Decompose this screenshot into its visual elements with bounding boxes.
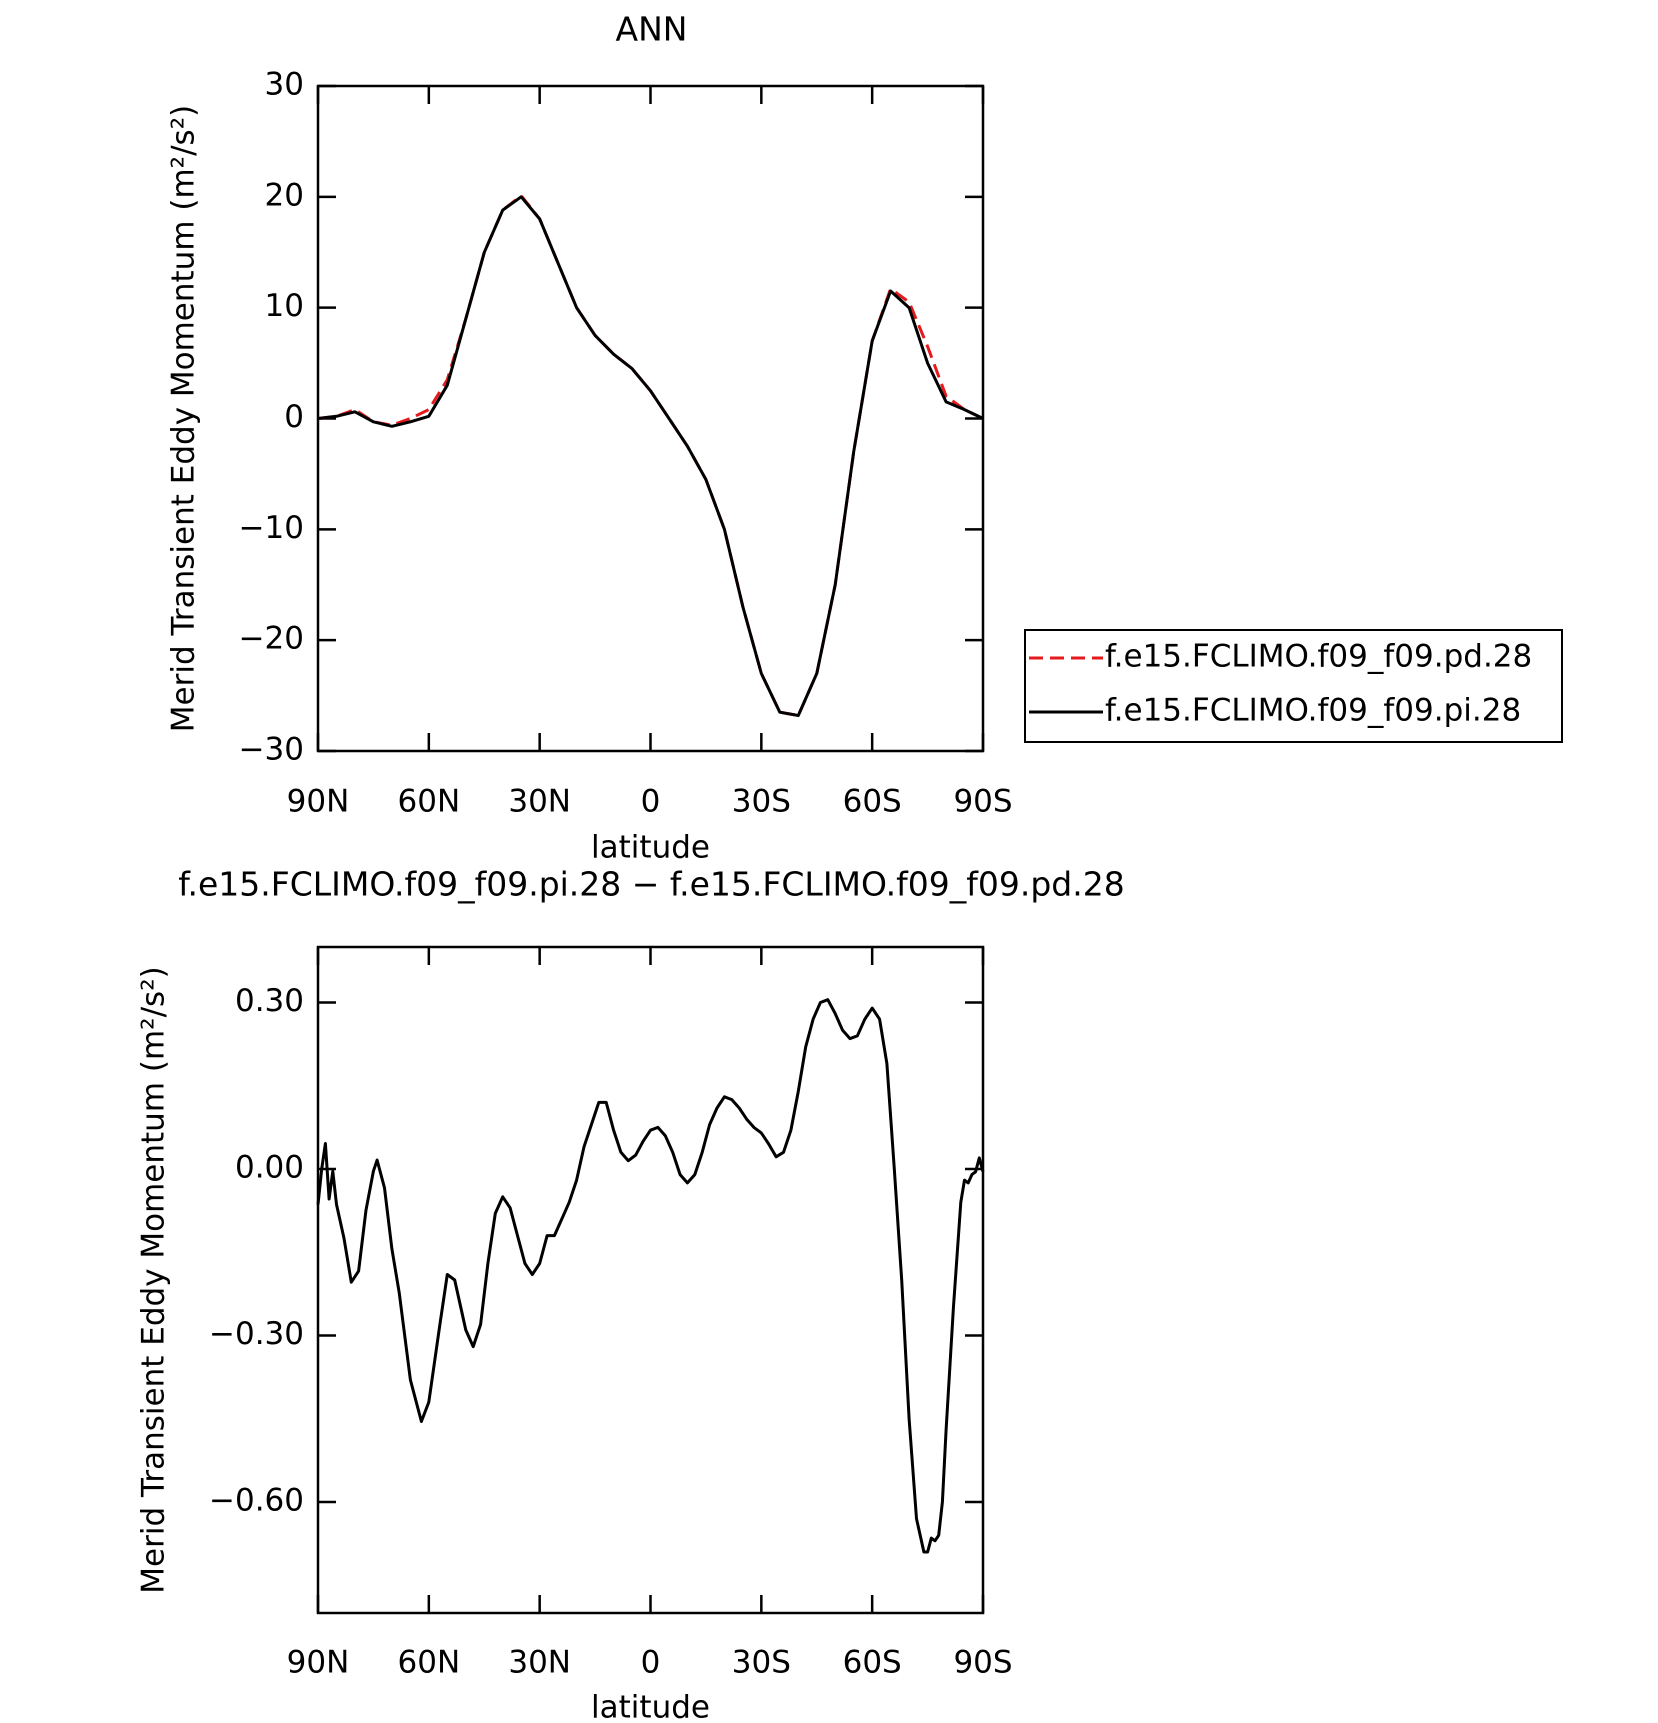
x-tick-label: 60N: [398, 784, 461, 820]
data-line: [316, 998, 985, 1554]
y-axis-label: Merid Transient Eddy Momentum (m²/s²): [136, 966, 172, 1593]
x-tick-label: 0: [641, 784, 661, 820]
x-tick-label: 60N: [398, 1645, 461, 1681]
x-axis-label: latitude: [591, 830, 710, 866]
x-tick-label: 60S: [843, 784, 902, 820]
x-tick-label: 30S: [732, 1645, 791, 1681]
y-tick-label: 20: [265, 177, 304, 213]
legend-label: f.e15.FCLIMO.f09_f09.pd.28: [1105, 639, 1532, 675]
y-tick-label: 30: [265, 67, 304, 103]
y-tick-label: −20: [239, 621, 304, 657]
plot-frame: [316, 945, 985, 1615]
x-tick-label: 0: [641, 1645, 661, 1681]
x-tick-label: 90N: [287, 1645, 350, 1681]
y-tick-label: −0.60: [209, 1483, 304, 1519]
y-tick-label: −0.30: [209, 1316, 304, 1352]
x-axis-label: latitude: [591, 1690, 710, 1720]
legend-label: f.e15.FCLIMO.f09_f09.pi.28: [1105, 693, 1521, 729]
y-tick-label: 0: [284, 399, 304, 435]
x-tick-label: 90N: [287, 784, 350, 820]
x-tick-label: 30S: [732, 784, 791, 820]
chart-title: ANN: [616, 10, 688, 49]
x-tick-label: 30N: [508, 1645, 571, 1681]
data-line: [317, 194, 984, 717]
y-axis-label: Merid Transient Eddy Momentum (m²/s²): [166, 105, 202, 732]
y-tick-label: 0.30: [235, 983, 304, 1019]
y-tick-label: −10: [239, 510, 304, 546]
x-tick-label: 30N: [508, 784, 571, 820]
chart-title: f.e15.FCLIMO.f09_f09.pi.28 − f.e15.FCLIM…: [178, 865, 1124, 904]
x-tick-label: 60S: [843, 1645, 902, 1681]
y-tick-label: 10: [265, 288, 304, 324]
legend-box: [1024, 629, 1563, 743]
y-tick-label: −30: [239, 732, 304, 768]
x-tick-label: 90S: [953, 1645, 1012, 1681]
y-tick-label: 0.00: [235, 1150, 304, 1186]
x-tick-label: 90S: [953, 784, 1012, 820]
data-line: [317, 195, 984, 717]
